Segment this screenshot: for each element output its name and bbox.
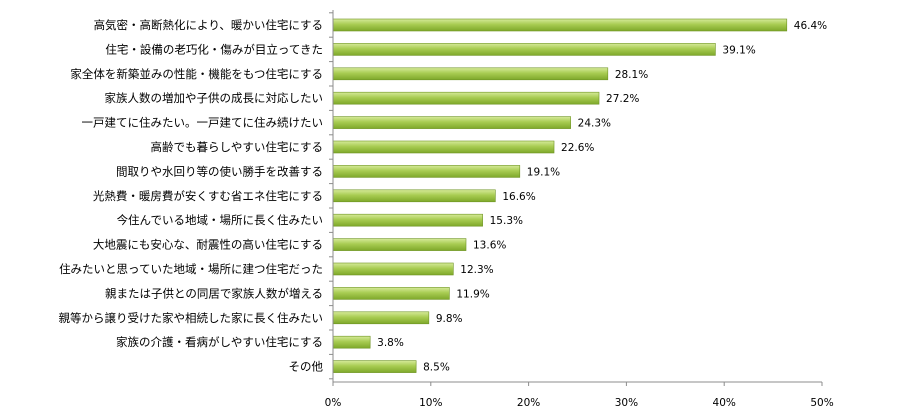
data-label: 24.3%	[578, 118, 611, 130]
category-label: 住みたいと思っていた地域・場所に建つ住宅だった	[59, 262, 323, 276]
data-label: 3.8%	[377, 337, 404, 349]
bar	[332, 213, 483, 227]
data-label: 27.2%	[606, 93, 639, 105]
bar	[332, 18, 788, 32]
data-label: 16.6%	[502, 191, 535, 203]
data-label: 39.1%	[722, 44, 755, 56]
x-tick-label: 50%	[810, 397, 833, 409]
data-label: 22.6%	[561, 142, 594, 154]
category-label: 家族人数の増加や子供の成長に対応したい	[105, 91, 324, 105]
bar	[332, 335, 371, 349]
category-label: 家族の介護・看病がしやすい住宅にする	[116, 335, 323, 349]
data-label: 28.1%	[615, 69, 648, 81]
axes	[329, 10, 823, 386]
bar	[332, 311, 430, 325]
x-tick-label: 20%	[517, 397, 540, 409]
x-tick-label: 30%	[615, 397, 638, 409]
category-label: 住宅・設備の老巧化・傷みが目立ってきた	[105, 42, 323, 56]
category-label: 光熱費・暖房費が安くすむ省エネ住宅にする	[93, 189, 323, 203]
bar	[332, 287, 450, 300]
bar	[332, 360, 417, 373]
bar	[332, 165, 521, 178]
x-tick-label: 10%	[419, 397, 442, 409]
category-label: 一戸建てに住みたい。一戸建てに住み続けたい	[82, 116, 324, 130]
category-label: 間取りや水回り等の使い勝手を改善する	[116, 164, 323, 178]
bar	[332, 140, 555, 154]
data-label: 15.3%	[490, 215, 523, 227]
data-label: 12.3%	[460, 264, 493, 276]
data-label: 8.5%	[423, 362, 450, 374]
bar	[332, 67, 609, 81]
x-tick-label: 40%	[713, 397, 736, 409]
bar	[332, 116, 571, 129]
category-label: 高気密・高断熱化により、暖かい住宅にする	[94, 18, 323, 32]
bars-layer	[332, 18, 788, 373]
data-label: 13.6%	[473, 240, 506, 252]
category-label: 親等から譲り受けた家や相続した家に長く住みたい	[59, 311, 324, 325]
bar	[332, 189, 496, 203]
category-label: 家全体を新築並みの性能・機能をもつ住宅にする	[70, 67, 323, 81]
bar	[332, 91, 600, 105]
labels-layer: 0% 10% 20% 30% 40% 50% 高気密・高断熱化により、暖かい住宅にする 46.…	[59, 18, 834, 409]
category-label: 親または子供との同居で家族人数が増える	[105, 286, 323, 300]
category-label: 大地震にも安心な、耐震性の高い住宅にする	[93, 238, 323, 252]
category-label: 高齢でも暮らしやすい住宅にする	[151, 140, 324, 154]
data-label: 9.8%	[436, 313, 463, 325]
data-label: 46.4%	[794, 20, 827, 32]
bar	[332, 43, 716, 56]
category-label: 今住んでいる地域・場所に長く住みたい	[117, 213, 323, 227]
bar	[332, 262, 454, 276]
x-tick-label: 0%	[325, 397, 342, 409]
data-label: 19.1%	[527, 166, 560, 178]
data-label: 11.9%	[456, 288, 489, 300]
category-label: その他	[289, 360, 324, 374]
bar	[332, 238, 467, 251]
